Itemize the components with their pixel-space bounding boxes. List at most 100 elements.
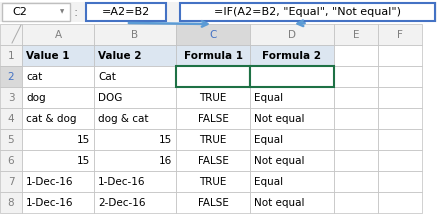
Bar: [378, 66, 422, 87]
Text: 2-Dec-16: 2-Dec-16: [98, 198, 146, 207]
Bar: [176, 129, 250, 150]
Text: A: A: [55, 29, 62, 40]
Bar: [22, 45, 94, 66]
Bar: [0, 66, 22, 87]
Bar: [250, 87, 334, 108]
Text: ▼: ▼: [60, 9, 64, 15]
Bar: [334, 171, 378, 192]
Text: dog & cat: dog & cat: [98, 114, 149, 123]
Bar: [378, 108, 422, 129]
Bar: [250, 24, 334, 45]
Text: 2: 2: [8, 72, 14, 81]
Text: 1-Dec-16: 1-Dec-16: [26, 176, 73, 187]
Bar: [176, 171, 250, 192]
Text: 3: 3: [8, 92, 14, 103]
Bar: [378, 24, 422, 45]
Bar: [334, 24, 378, 45]
Bar: [22, 108, 94, 129]
Bar: [22, 171, 94, 192]
Bar: [94, 24, 176, 45]
Text: Equal: Equal: [254, 72, 283, 81]
Text: Equal: Equal: [254, 134, 283, 145]
Text: 8: 8: [8, 198, 14, 207]
Text: 16: 16: [159, 156, 172, 165]
Bar: [94, 108, 176, 129]
Text: TRUE: TRUE: [199, 134, 227, 145]
Bar: [94, 45, 176, 66]
Text: =IF(A2=B2, "Equal", "Not equal"): =IF(A2=B2, "Equal", "Not equal"): [214, 7, 401, 17]
Bar: [250, 108, 334, 129]
Bar: [180, 3, 435, 21]
Bar: [0, 129, 22, 150]
Bar: [86, 3, 166, 21]
Text: 4: 4: [8, 114, 14, 123]
Bar: [378, 45, 422, 66]
Bar: [176, 192, 250, 213]
Text: 15: 15: [159, 134, 172, 145]
Bar: [94, 66, 176, 87]
Text: dog: dog: [26, 92, 45, 103]
Text: DOG: DOG: [98, 92, 122, 103]
Bar: [22, 150, 94, 171]
Bar: [334, 87, 378, 108]
Bar: [176, 24, 250, 45]
Text: D: D: [288, 29, 296, 40]
Text: 1-Dec-16: 1-Dec-16: [26, 198, 73, 207]
Text: FALSE: FALSE: [198, 198, 229, 207]
Bar: [334, 45, 378, 66]
Text: Value 2: Value 2: [98, 51, 142, 60]
Bar: [94, 87, 176, 108]
Bar: [0, 150, 22, 171]
Text: Equal: Equal: [254, 176, 283, 187]
Text: 6: 6: [8, 156, 14, 165]
Text: 15: 15: [77, 156, 90, 165]
Bar: [176, 66, 250, 87]
Bar: [0, 24, 22, 45]
Bar: [250, 129, 334, 150]
Bar: [378, 150, 422, 171]
Bar: [94, 192, 176, 213]
Bar: [0, 192, 22, 213]
Text: 15: 15: [77, 134, 90, 145]
Bar: [250, 171, 334, 192]
Text: 7: 7: [8, 176, 14, 187]
Text: 5: 5: [8, 134, 14, 145]
Text: Cat: Cat: [98, 72, 116, 81]
Text: E: E: [353, 29, 359, 40]
Bar: [0, 87, 22, 108]
Bar: [176, 150, 250, 171]
Bar: [334, 150, 378, 171]
Bar: [334, 192, 378, 213]
Text: Value 1: Value 1: [26, 51, 69, 60]
Bar: [334, 129, 378, 150]
Bar: [378, 129, 422, 150]
Bar: [250, 192, 334, 213]
Bar: [176, 87, 250, 108]
Text: Not equal: Not equal: [254, 198, 305, 207]
Text: 1-Dec-16: 1-Dec-16: [98, 176, 146, 187]
Text: B: B: [132, 29, 139, 40]
Text: FALSE: FALSE: [198, 114, 229, 123]
Bar: [0, 45, 22, 66]
Bar: [250, 66, 334, 87]
Bar: [0, 171, 22, 192]
Text: 1: 1: [8, 51, 14, 60]
Bar: [378, 171, 422, 192]
Text: Not equal: Not equal: [254, 156, 305, 165]
Bar: [176, 108, 250, 129]
Text: C: C: [209, 29, 217, 40]
Bar: [22, 66, 94, 87]
Bar: [0, 2, 437, 22]
Text: Formula 2: Formula 2: [263, 51, 322, 60]
Bar: [0, 108, 22, 129]
Bar: [94, 150, 176, 171]
Bar: [22, 24, 94, 45]
Bar: [22, 192, 94, 213]
Bar: [176, 45, 250, 66]
Text: TRUE: TRUE: [199, 92, 227, 103]
Bar: [250, 150, 334, 171]
Text: C2: C2: [12, 7, 27, 17]
Text: cat: cat: [26, 72, 42, 81]
Text: TRUE: TRUE: [199, 176, 227, 187]
Text: Not equal: Not equal: [254, 114, 305, 123]
